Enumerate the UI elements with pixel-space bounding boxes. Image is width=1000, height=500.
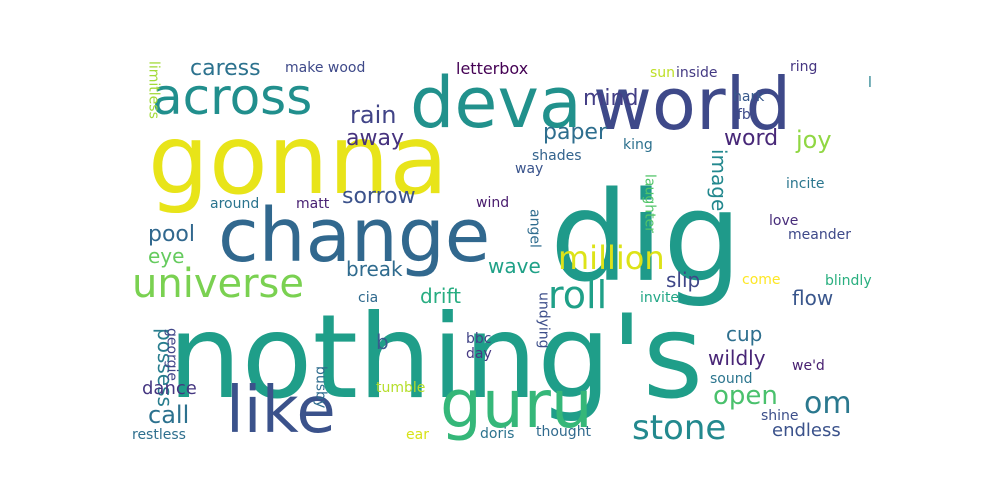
word-change: change [218, 193, 491, 279]
word-cloud: nothing's dig gonna change world deva gu… [128, 56, 873, 450]
word-doris: doris [480, 426, 515, 442]
word-day: day [466, 346, 492, 362]
word-thought: thought [536, 424, 592, 440]
word-limitless: limitless [145, 61, 162, 119]
word-restless: restless [132, 427, 186, 443]
word-cia: cia [358, 290, 379, 306]
word-break: break [346, 257, 403, 281]
word-ring: ring [790, 59, 818, 75]
word-pool: pool [148, 222, 195, 247]
word-love: love [769, 213, 799, 229]
word-nothings: nothing's [168, 290, 704, 425]
word-million: million [558, 239, 665, 277]
word-shades: shades [532, 148, 582, 164]
word-drift: drift [420, 284, 462, 308]
word-hark: hark [733, 89, 765, 105]
word-joy: joy [796, 126, 832, 154]
word-guru: guru [440, 366, 593, 443]
word-laughter: laughter [641, 174, 658, 233]
word-deva: deva [410, 62, 582, 144]
word-across: across [152, 68, 313, 126]
word-om: om [804, 386, 852, 421]
word-endless: endless [772, 420, 841, 441]
word-universe: universe [132, 261, 304, 307]
word-matt: matt [296, 196, 330, 212]
word-slip: slip [666, 268, 701, 292]
word-meander: meander [788, 227, 851, 243]
word-georgie: georgie [163, 328, 180, 381]
word-sound: sound [710, 371, 753, 387]
word-like: like [226, 374, 336, 448]
word-inside: inside [676, 65, 718, 81]
word-blindly: blindly [825, 273, 872, 289]
word-open: open [713, 381, 778, 411]
word-sun: sun [650, 65, 676, 81]
word-come: come [742, 272, 781, 288]
word-around: around [210, 196, 260, 212]
word-busby: busby [312, 366, 329, 409]
word-ear: ear [406, 427, 429, 443]
word-dance: dance [142, 378, 197, 399]
word-word: word [724, 126, 779, 151]
word-shine: shine [761, 408, 799, 424]
word-life: life [868, 75, 873, 91]
word-world: world [593, 62, 792, 146]
word-roll: roll [548, 273, 608, 317]
word-image: image [707, 149, 731, 212]
word-b: b [376, 330, 389, 354]
word-gonna: gonna [148, 104, 449, 216]
word-fbi: fbi [737, 107, 755, 123]
word-invite: invite [640, 290, 680, 306]
word-letterbox: letterbox [456, 59, 529, 78]
word-rain: rain [350, 101, 397, 129]
word-wed: we'd [792, 358, 825, 374]
word-wind: wind [476, 195, 510, 211]
word-mind: mind [583, 86, 639, 111]
word-sorrow: sorrow [342, 184, 416, 209]
word-tumble: tumble [376, 380, 426, 396]
word-dig: dig [550, 166, 742, 310]
word-incite: incite [786, 176, 825, 192]
word-angel: angel [526, 209, 543, 248]
word-wave: wave [488, 254, 541, 278]
word-make-wood: make wood [285, 60, 366, 76]
word-call: call [148, 401, 190, 429]
word-undying: undying [535, 292, 552, 349]
word-away: away [346, 126, 404, 151]
word-stone: stone [632, 408, 727, 448]
word-way: way [515, 161, 544, 177]
word-flow: flow [792, 286, 834, 310]
word-bbc: bbc [466, 331, 492, 347]
word-king: king [623, 137, 653, 153]
word-caress: caress [190, 56, 261, 81]
word-paper: paper [543, 120, 607, 145]
word-eye: eye [148, 244, 185, 268]
word-cup: cup [726, 322, 763, 346]
word-wildly: wildly [708, 346, 766, 370]
